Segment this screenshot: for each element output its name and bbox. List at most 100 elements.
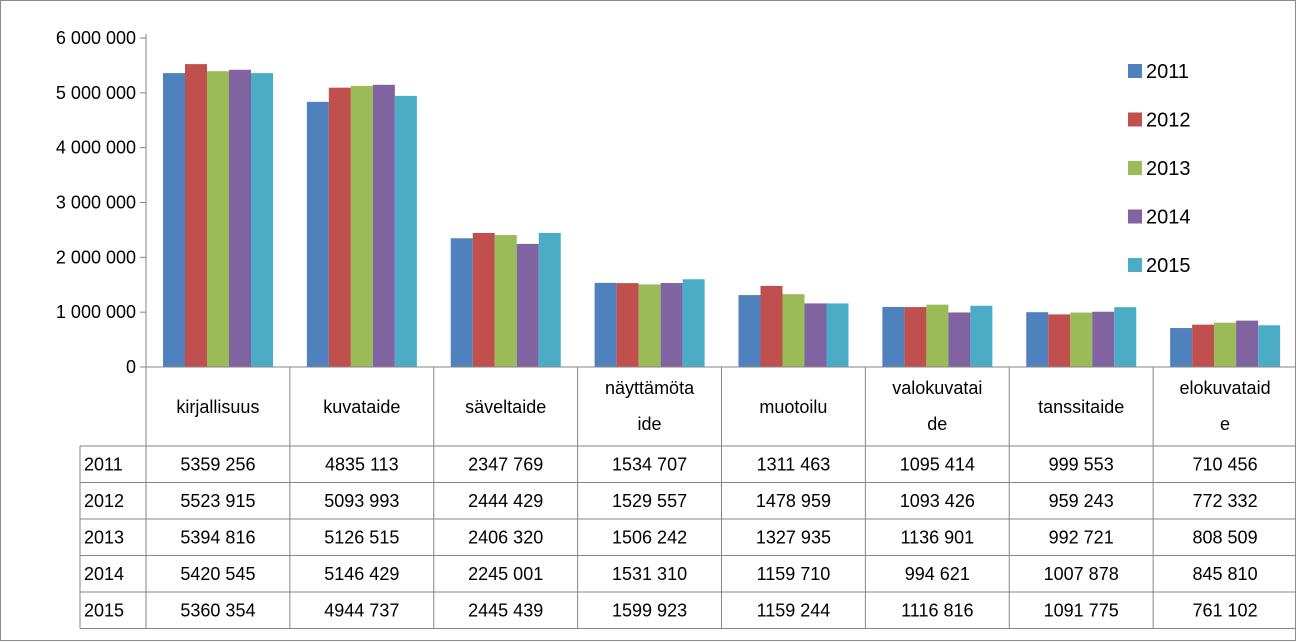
table-data-label: 2347 769 [468, 454, 543, 474]
bar-2012-7 [1192, 324, 1215, 367]
table-data-label: 4944 737 [324, 600, 399, 620]
bar-2011-2 [450, 238, 473, 367]
category-label: ide [638, 414, 662, 434]
table-data-label: 1534 707 [612, 454, 687, 474]
table-data-label: 1116 816 [901, 600, 973, 620]
table-data-label: 5359 256 [180, 454, 255, 474]
category-label: de [927, 414, 947, 434]
y-tick-label: 0 [126, 357, 136, 377]
table-data-label: 5523 915 [180, 491, 255, 511]
y-tick-label: 6 000 000 [56, 28, 136, 48]
bar-2012-1 [328, 87, 351, 367]
table-data-label: 2445 439 [468, 600, 543, 620]
bar-2012-2 [472, 232, 495, 367]
bar-2015-3 [682, 279, 705, 367]
legend-label: 2011 [1146, 61, 1189, 83]
bar-2013-6 [1070, 312, 1093, 367]
table-data-label: 959 243 [1049, 491, 1114, 511]
table-data-label: 772 332 [1193, 491, 1258, 511]
bar-2013-3 [638, 284, 661, 367]
table-data-label: 1599 923 [612, 600, 687, 620]
table-data-label: 1311 463 [757, 454, 831, 474]
table-data-label: 2444 429 [468, 491, 543, 511]
bar-2012-0 [185, 64, 207, 367]
legend-swatch-2014 [1128, 209, 1142, 224]
table-data-label: 1095 414 [900, 454, 975, 474]
bar-2015-5 [970, 305, 993, 367]
table-data-label: 5126 515 [324, 527, 399, 547]
bar-2014-4 [804, 303, 827, 367]
bar-2011-5 [882, 306, 905, 367]
bar-2015-4 [826, 303, 849, 367]
y-tick-label: 1 000 000 [56, 302, 136, 322]
bar-2014-1 [372, 84, 395, 368]
table-series-label: 2013 [84, 527, 124, 547]
table-data-label: 5146 429 [324, 564, 399, 584]
bar-2014-5 [948, 312, 971, 367]
table-data-label: 5093 993 [324, 491, 399, 511]
bar-2011-3 [594, 282, 617, 367]
table-data-label: 1091 775 [1044, 600, 1119, 620]
bar-2013-5 [926, 304, 949, 367]
bar-2011-0 [163, 73, 185, 368]
table-data-label: 710 456 [1193, 454, 1258, 474]
table-data-label: 1327 935 [756, 527, 831, 547]
table-data-label: 1506 242 [612, 527, 687, 547]
category-label: tanssitaide [1038, 397, 1124, 417]
table-series-label: 2014 [84, 564, 124, 584]
bar-2015-7 [1258, 325, 1281, 367]
category-label: säveltaide [465, 397, 546, 417]
table-data-label: 808 509 [1193, 527, 1258, 547]
legend-label: 2015 [1146, 255, 1191, 277]
table-data-label: 1478 959 [756, 491, 831, 511]
table-series-label: 2011 [84, 454, 123, 474]
bar-2012-4 [760, 285, 783, 367]
bar-2015-2 [538, 232, 561, 367]
table-data-label: 1159 710 [757, 564, 831, 584]
table-data-label: 2406 320 [468, 527, 543, 547]
bar-2013-4 [782, 294, 805, 367]
legend-label: 2013 [1146, 158, 1191, 180]
bar-2015-0 [251, 73, 273, 368]
bar-2014-0 [229, 69, 251, 368]
bar-2012-3 [616, 283, 639, 367]
legend-swatch-2013 [1128, 161, 1142, 175]
bar-2013-7 [1214, 322, 1237, 367]
bar-2012-6 [1048, 314, 1071, 367]
table-data-label: 1159 244 [757, 600, 831, 620]
table-data-label: 1007 878 [1044, 564, 1119, 584]
category-label: kirjallisuus [176, 397, 259, 417]
bar-2015-1 [394, 95, 417, 367]
table-series-label: 2012 [84, 491, 124, 511]
table-data-label: 5420 545 [180, 564, 255, 584]
bar-2011-1 [306, 101, 329, 367]
legend-label: 2012 [1146, 110, 1191, 132]
bar-2013-0 [207, 71, 229, 367]
bar-2011-4 [738, 295, 761, 367]
y-tick-label: 5 000 000 [56, 83, 136, 103]
table-data-label: 5360 354 [180, 600, 255, 620]
table-data-label: 994 621 [905, 564, 970, 584]
table-data-label: 1136 901 [900, 527, 974, 547]
table-data-label: 1531 310 [612, 564, 687, 584]
y-tick-label: 2 000 000 [56, 247, 136, 267]
bar-2014-3 [660, 283, 683, 367]
bar-2014-2 [516, 243, 539, 367]
category-label: muotoilu [759, 397, 827, 417]
bar-2011-7 [1170, 328, 1193, 367]
bar-2012-5 [904, 307, 927, 367]
category-label: e [1220, 414, 1230, 434]
table-data-label: 1093 426 [900, 491, 975, 511]
category-label: näyttämöta [605, 378, 695, 398]
bar-2013-1 [350, 85, 373, 368]
category-label: valokuvatai [892, 378, 982, 398]
y-tick-label: 4 000 000 [56, 138, 136, 158]
category-label: elokuvataid [1180, 378, 1271, 398]
table-series-label: 2015 [84, 600, 124, 620]
y-tick-label: 3 000 000 [56, 193, 136, 213]
table-data-label: 992 721 [1049, 527, 1114, 547]
bar-2011-6 [1026, 312, 1049, 367]
table-data-label: 5394 816 [180, 527, 255, 547]
legend-swatch-2015 [1128, 258, 1142, 272]
